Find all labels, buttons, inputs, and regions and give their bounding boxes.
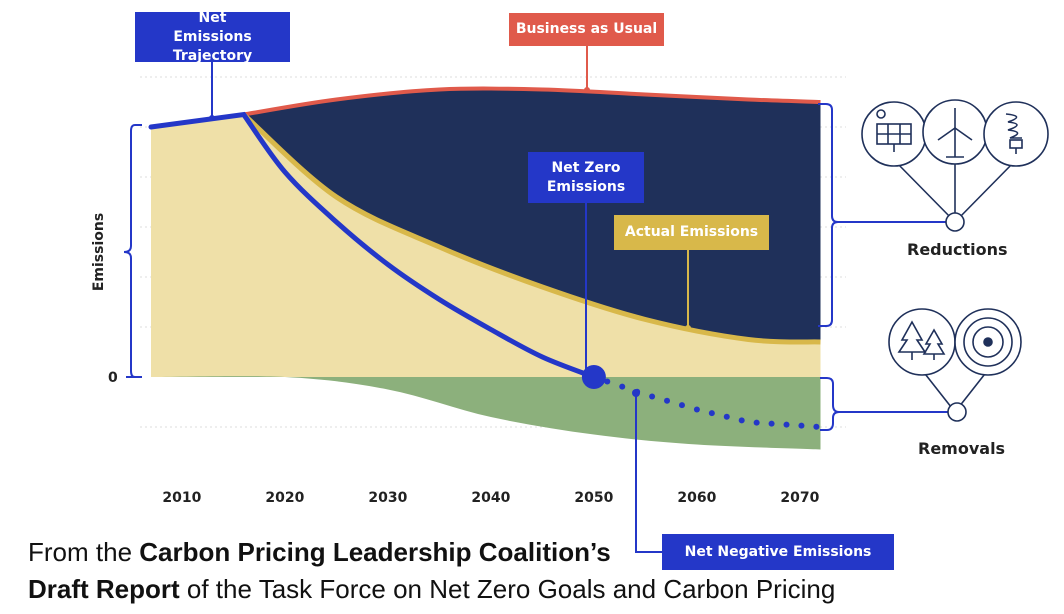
net-emissions-trajectory-label: Net Emissions Trajectory [135, 10, 290, 64]
net-negative-dot [783, 421, 790, 428]
removals-icon-group [888, 308, 1022, 422]
caption-prefix: From the [28, 537, 140, 567]
net-negative-dot [738, 417, 745, 424]
actual-connector-dot [685, 325, 691, 331]
trees-icon [888, 308, 956, 376]
y-zero-label: 0 [108, 370, 118, 386]
net-negative-connector-dot [632, 389, 640, 397]
net-negative-dot [753, 419, 760, 426]
net-zero-emissions-label: Net Zero Emissions [528, 152, 644, 203]
net-negative-dot [619, 383, 626, 390]
net-negative-dots [604, 378, 820, 430]
light-bulb-icon [983, 101, 1049, 167]
caption-coalition: Carbon Pricing Leadership Coalition’s [139, 537, 611, 567]
net-zero-marker [581, 365, 606, 389]
x-axis-ticks: 2010 2020 2030 2040 2050 2060 2070 [162, 490, 819, 506]
reductions-area [243, 88, 821, 343]
business-as-usual-line [243, 86, 821, 117]
emissions-brace [123, 124, 142, 378]
net-negative-dot [813, 423, 820, 430]
business-as-usual-label: Business as Usual [509, 13, 664, 46]
caption-suffix: of the Task Force on Net Zero Goals and … [179, 574, 836, 604]
net-negative-dot [693, 406, 700, 413]
remaining-emissions-area [151, 114, 821, 377]
x-tick-label: 2020 [265, 490, 304, 506]
net-negative-dot [678, 402, 685, 409]
caption-report: Draft Report [28, 574, 180, 604]
wind-turbine-icon [922, 99, 988, 165]
removals-brace [820, 377, 955, 431]
net-negative-dot [708, 410, 715, 417]
actual-emissions-label: Actual Emissions [614, 215, 769, 250]
net-negative-emissions-label: Net Negative Emissions [662, 534, 894, 570]
net-emissions-trajectory-line [148, 111, 597, 380]
caption-line-2: Draft Report of the Task Force on Net Ze… [28, 574, 835, 605]
solar-panel-icon [861, 101, 927, 167]
removals-node [947, 402, 967, 422]
reductions-brace [818, 103, 955, 327]
net-negative-dot [798, 422, 805, 429]
removals-area [151, 376, 821, 450]
turbine-fan-icon [954, 308, 1022, 376]
net-negative-dot [768, 420, 775, 427]
reductions-label: Reductions [907, 240, 1008, 259]
reductions-icon-group [861, 99, 1049, 232]
net-negative-dot [723, 413, 730, 420]
x-tick-label: 2070 [780, 490, 819, 506]
net-negative-connector [635, 393, 662, 553]
caption-line-1: From the Carbon Pricing Leadership Coali… [28, 537, 611, 568]
x-tick-label: 2040 [471, 490, 510, 506]
net-negative-dot [664, 397, 671, 404]
reductions-node [945, 212, 965, 232]
x-tick-label: 2030 [368, 490, 407, 506]
removals-label: Removals [918, 439, 1006, 458]
net-emissions-connector-dot [209, 115, 215, 121]
net-negative-dot [649, 393, 656, 400]
bau-connector-dot [584, 87, 590, 93]
x-tick-label: 2010 [162, 490, 201, 506]
y-axis-label: Emissions [91, 213, 107, 291]
net-negative-dot [604, 378, 611, 385]
x-tick-label: 2060 [677, 490, 716, 506]
actual-emissions-line [242, 112, 821, 345]
x-tick-label: 2050 [574, 490, 613, 506]
